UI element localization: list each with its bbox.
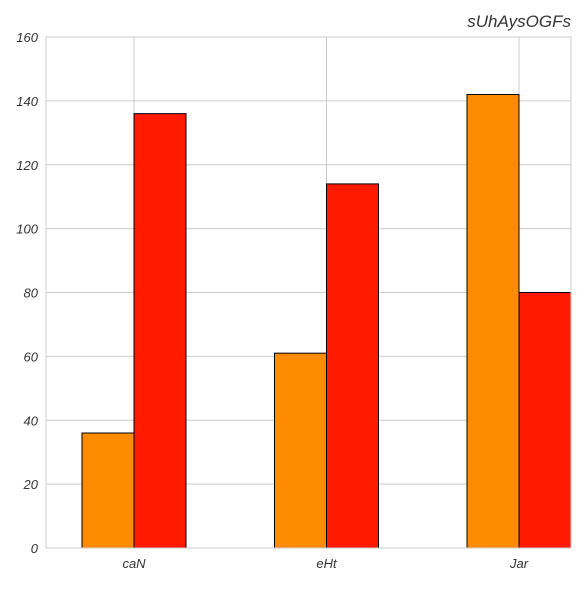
x-tick-label: caN [122,556,146,571]
bar-series-2-Jar [518,292,572,549]
bar-series-1-caN [81,432,135,549]
y-tick-label: 60 [24,349,39,364]
y-tick-label: 20 [23,477,39,492]
y-tick-label: 140 [16,94,38,109]
y-tick-label: 0 [31,541,39,556]
bar-series-1-Jar [466,93,520,549]
x-axis-ticks: caN eHt Jar [122,556,528,571]
bar-series-1-eHt [274,352,327,549]
x-tick-label: Jar [509,556,529,571]
chart-title: sUhAysOGFs [467,12,571,31]
y-axis-ticks: 0 20 40 60 80 100 120 140 160 [16,30,38,556]
bars [81,93,572,549]
bar-series-2-eHt [326,183,379,549]
y-tick-label: 120 [16,158,38,173]
y-tick-label: 80 [24,286,39,301]
plot-frame [45,36,572,549]
x-tick-label: eHt [316,556,338,571]
y-tick-label: 160 [16,30,38,45]
y-tick-label: 40 [24,413,39,428]
bar-series-2-caN [133,113,187,549]
y-tick-label: 100 [16,222,38,237]
